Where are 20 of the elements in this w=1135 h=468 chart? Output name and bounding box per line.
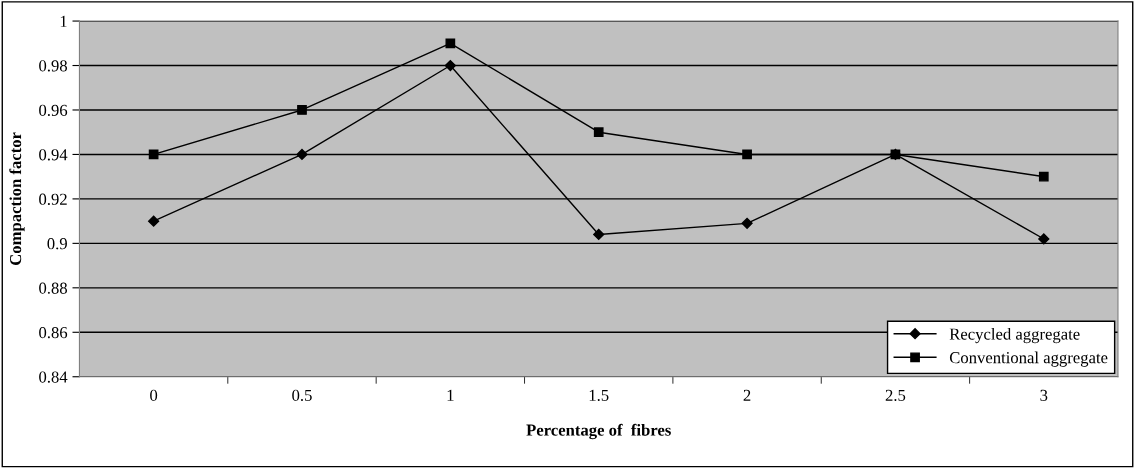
x-tick-label: 0: [150, 389, 158, 401]
y-tick-label: 0.84: [39, 371, 68, 383]
x-axis-title: Percentage of fibres: [526, 423, 671, 440]
y-tick-label: 0.94: [39, 149, 68, 161]
x-tick-label: 2: [743, 389, 751, 401]
x-tick-label: 3: [1040, 389, 1048, 401]
x-tick-label: 1: [447, 389, 454, 401]
y-tick-label: 0.9: [47, 238, 67, 250]
x-tick-label: 1.5: [589, 389, 609, 402]
x-tick-label: 0.5: [292, 389, 312, 402]
legend-label: Conventional aggregate: [949, 351, 1108, 367]
y-tick-label: 0.86: [39, 326, 68, 339]
y-tick-label: 0.98: [39, 60, 68, 72]
y-tick-label: 0.96: [39, 104, 68, 116]
x-tick-label: 2.5: [885, 389, 906, 402]
y-tick-label: 0.92: [39, 193, 67, 205]
y-tick-label: 1: [60, 15, 67, 27]
y-axis-title: Compaction factor: [9, 132, 25, 265]
y-tick-label: 0.88: [39, 282, 68, 294]
legend-label: Recycled aggregate: [949, 327, 1080, 344]
